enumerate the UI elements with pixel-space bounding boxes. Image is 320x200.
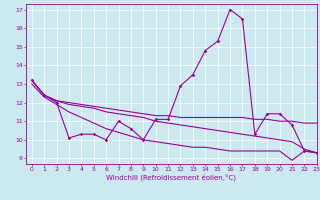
- X-axis label: Windchill (Refroidissement éolien,°C): Windchill (Refroidissement éolien,°C): [106, 173, 236, 181]
